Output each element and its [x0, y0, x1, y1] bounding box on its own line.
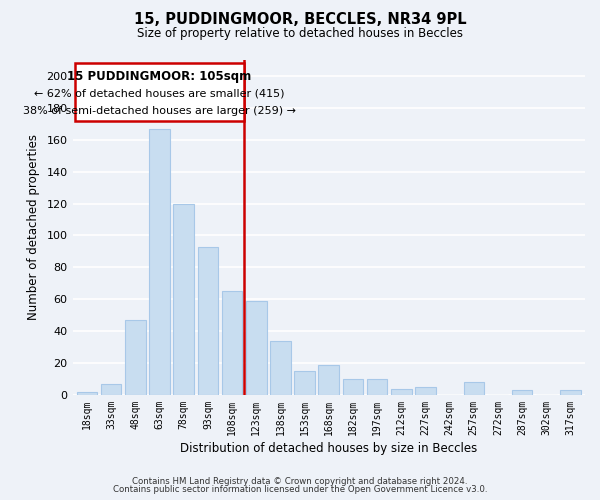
- Y-axis label: Number of detached properties: Number of detached properties: [26, 134, 40, 320]
- Bar: [391, 388, 412, 395]
- Bar: [512, 390, 532, 395]
- Bar: [125, 320, 146, 395]
- Text: 15, PUDDINGMOOR, BECCLES, NR34 9PL: 15, PUDDINGMOOR, BECCLES, NR34 9PL: [134, 12, 466, 28]
- Text: Contains HM Land Registry data © Crown copyright and database right 2024.: Contains HM Land Registry data © Crown c…: [132, 477, 468, 486]
- Bar: [464, 382, 484, 395]
- Text: Size of property relative to detached houses in Beccles: Size of property relative to detached ho…: [137, 28, 463, 40]
- Bar: [101, 384, 121, 395]
- FancyBboxPatch shape: [75, 63, 244, 120]
- Bar: [149, 128, 170, 395]
- Bar: [319, 364, 339, 395]
- Bar: [173, 204, 194, 395]
- Text: 38% of semi-detached houses are larger (259) →: 38% of semi-detached houses are larger (…: [23, 106, 296, 117]
- X-axis label: Distribution of detached houses by size in Beccles: Distribution of detached houses by size …: [180, 442, 478, 455]
- Text: 15 PUDDINGMOOR: 105sqm: 15 PUDDINGMOOR: 105sqm: [67, 70, 251, 82]
- Text: ← 62% of detached houses are smaller (415): ← 62% of detached houses are smaller (41…: [34, 88, 285, 99]
- Bar: [415, 387, 436, 395]
- Text: Contains public sector information licensed under the Open Government Licence v3: Contains public sector information licen…: [113, 485, 487, 494]
- Bar: [270, 340, 290, 395]
- Bar: [367, 379, 388, 395]
- Bar: [560, 390, 581, 395]
- Bar: [246, 301, 266, 395]
- Bar: [222, 292, 242, 395]
- Bar: [295, 371, 315, 395]
- Bar: [343, 379, 363, 395]
- Bar: [197, 246, 218, 395]
- Bar: [77, 392, 97, 395]
